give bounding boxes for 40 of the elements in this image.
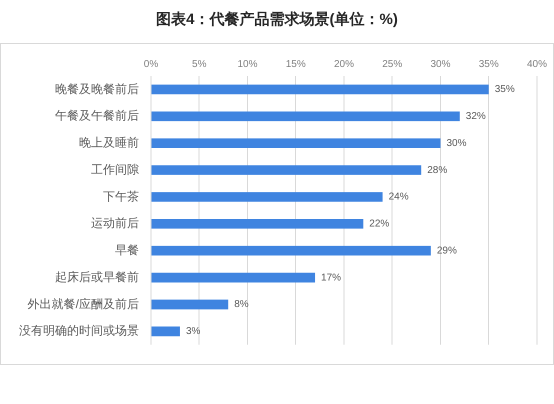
x-tick-label: 10% — [237, 58, 258, 70]
y-tick-label: 晚上及睡前 — [79, 136, 139, 150]
y-tick-label: 运动前后 — [91, 216, 139, 230]
bar — [152, 165, 422, 175]
y-tick-label: 工作间隙 — [91, 162, 139, 176]
y-tick-label: 午餐及午餐前后 — [55, 108, 139, 123]
x-tick-label: 15% — [286, 58, 306, 70]
bar — [152, 192, 383, 202]
data-label: 24% — [388, 192, 409, 203]
data-label: 30% — [446, 138, 467, 149]
data-label: 32% — [466, 111, 486, 122]
data-label: 8% — [234, 299, 249, 310]
x-tick-label: 5% — [192, 58, 207, 70]
bar — [152, 111, 460, 122]
data-label: 22% — [369, 218, 390, 230]
data-label: 28% — [427, 164, 448, 176]
data-label: 35% — [494, 84, 515, 96]
x-tick-label: 20% — [334, 58, 354, 70]
x-tick-label: 25% — [382, 58, 402, 70]
data-label: 17% — [321, 272, 342, 284]
bar — [152, 326, 180, 336]
y-tick-label: 没有明确的时间或场景 — [19, 324, 139, 338]
bar — [152, 219, 364, 229]
data-label: 29% — [436, 245, 457, 256]
y-tick-label: 下午茶 — [103, 189, 139, 204]
y-tick-label: 外出就餐/应酬及前后 — [28, 296, 139, 311]
x-tick-label: 0% — [144, 58, 158, 70]
bar — [152, 138, 440, 148]
x-tick-label: 35% — [478, 58, 499, 70]
bar — [152, 84, 489, 94]
x-tick-label: 30% — [430, 58, 451, 70]
bar — [152, 300, 228, 310]
data-label: 3% — [186, 326, 201, 338]
y-tick-label: 起床后或早餐前 — [55, 270, 139, 284]
chart-title: 图表4：代餐产品需求场景(单位：%) — [155, 10, 399, 29]
y-tick-label: 晚餐及晚餐前后 — [55, 82, 139, 96]
y-tick-label: 早餐 — [115, 243, 139, 258]
bar — [152, 272, 316, 282]
x-tick-label: 40% — [526, 58, 548, 70]
bar — [152, 246, 431, 256]
